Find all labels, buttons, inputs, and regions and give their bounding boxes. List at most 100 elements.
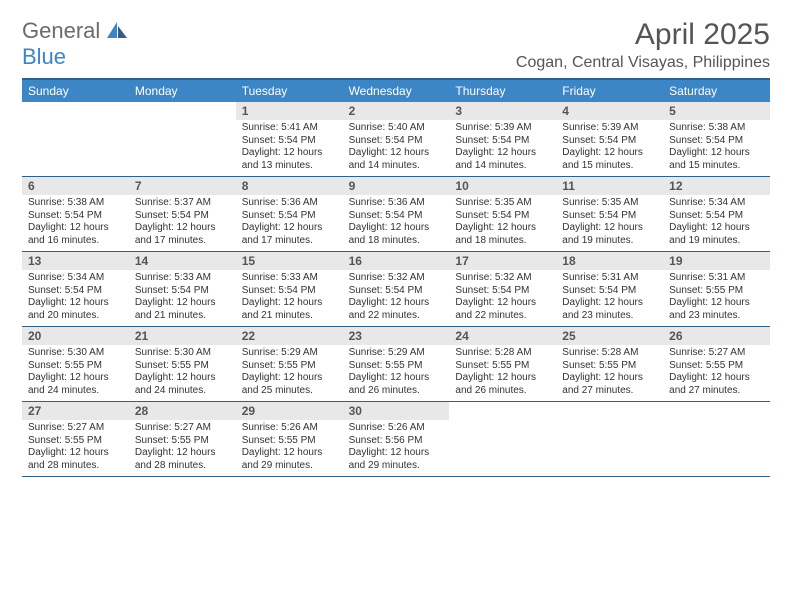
sunset-text: Sunset: 5:55 PM: [28, 360, 123, 373]
sunrise-text: Sunrise: 5:32 AM: [455, 272, 550, 285]
sunrise-text: Sunrise: 5:26 AM: [349, 422, 444, 435]
sunrise-text: Sunrise: 5:34 AM: [28, 272, 123, 285]
sunset-text: Sunset: 5:54 PM: [562, 135, 657, 148]
sunset-text: Sunset: 5:54 PM: [28, 285, 123, 298]
daylight-text-1: Daylight: 12 hours: [562, 222, 657, 235]
sunrise-text: Sunrise: 5:36 AM: [349, 197, 444, 210]
daylight-text-2: and 17 minutes.: [135, 235, 230, 248]
sunset-text: Sunset: 5:54 PM: [242, 135, 337, 148]
daylight-text-1: Daylight: 12 hours: [135, 447, 230, 460]
day-body: Sunrise: 5:32 AMSunset: 5:54 PMDaylight:…: [449, 270, 556, 326]
daylight-text-2: and 28 minutes.: [135, 460, 230, 473]
day-number: 21: [129, 327, 236, 345]
sunrise-text: Sunrise: 5:35 AM: [562, 197, 657, 210]
day-number: 3: [449, 102, 556, 120]
daylight-text-1: Daylight: 12 hours: [455, 372, 550, 385]
calendar-cell: 4Sunrise: 5:39 AMSunset: 5:54 PMDaylight…: [556, 102, 663, 176]
daylight-text-1: Daylight: 12 hours: [135, 297, 230, 310]
location-text: Cogan, Central Visayas, Philippines: [516, 54, 770, 72]
daylight-text-2: and 15 minutes.: [562, 160, 657, 173]
sunset-text: Sunset: 5:54 PM: [28, 210, 123, 223]
day-number: 17: [449, 252, 556, 270]
sunset-text: Sunset: 5:54 PM: [562, 210, 657, 223]
day-body: Sunrise: 5:27 AMSunset: 5:55 PMDaylight:…: [22, 420, 129, 476]
daylight-text-1: Daylight: 12 hours: [669, 222, 764, 235]
day-body: Sunrise: 5:28 AMSunset: 5:55 PMDaylight:…: [556, 345, 663, 401]
calendar-cell: 2Sunrise: 5:40 AMSunset: 5:54 PMDaylight…: [343, 102, 450, 176]
sunrise-text: Sunrise: 5:35 AM: [455, 197, 550, 210]
sunrise-text: Sunrise: 5:30 AM: [135, 347, 230, 360]
daylight-text-2: and 17 minutes.: [242, 235, 337, 248]
sunset-text: Sunset: 5:55 PM: [455, 360, 550, 373]
sunrise-text: Sunrise: 5:31 AM: [669, 272, 764, 285]
sunrise-text: Sunrise: 5:26 AM: [242, 422, 337, 435]
day-number: 15: [236, 252, 343, 270]
day-number: 8: [236, 177, 343, 195]
day-number: 10: [449, 177, 556, 195]
day-body: Sunrise: 5:33 AMSunset: 5:54 PMDaylight:…: [236, 270, 343, 326]
calendar-cell: 3Sunrise: 5:39 AMSunset: 5:54 PMDaylight…: [449, 102, 556, 176]
calendar-cell: 26Sunrise: 5:27 AMSunset: 5:55 PMDayligh…: [663, 327, 770, 401]
calendar-cell: 29Sunrise: 5:26 AMSunset: 5:55 PMDayligh…: [236, 402, 343, 476]
calendar-cell: 6Sunrise: 5:38 AMSunset: 5:54 PMDaylight…: [22, 177, 129, 251]
daylight-text-2: and 24 minutes.: [28, 385, 123, 398]
daylight-text-1: Daylight: 12 hours: [349, 297, 444, 310]
calendar-cell: 17Sunrise: 5:32 AMSunset: 5:54 PMDayligh…: [449, 252, 556, 326]
sunset-text: Sunset: 5:55 PM: [562, 360, 657, 373]
sunrise-text: Sunrise: 5:27 AM: [135, 422, 230, 435]
day-header: Tuesday: [236, 80, 343, 102]
sunset-text: Sunset: 5:56 PM: [349, 435, 444, 448]
day-number: 12: [663, 177, 770, 195]
day-body: Sunrise: 5:38 AMSunset: 5:54 PMDaylight:…: [663, 120, 770, 176]
sunset-text: Sunset: 5:54 PM: [349, 285, 444, 298]
daylight-text-2: and 29 minutes.: [242, 460, 337, 473]
sunset-text: Sunset: 5:54 PM: [135, 285, 230, 298]
sunrise-text: Sunrise: 5:27 AM: [28, 422, 123, 435]
week-row: 1Sunrise: 5:41 AMSunset: 5:54 PMDaylight…: [22, 102, 770, 177]
day-header-row: SundayMondayTuesdayWednesdayThursdayFrid…: [22, 80, 770, 102]
sunrise-text: Sunrise: 5:29 AM: [349, 347, 444, 360]
sunset-text: Sunset: 5:54 PM: [349, 135, 444, 148]
sunrise-text: Sunrise: 5:28 AM: [562, 347, 657, 360]
day-number: 29: [236, 402, 343, 420]
daylight-text-2: and 15 minutes.: [669, 160, 764, 173]
daylight-text-2: and 14 minutes.: [349, 160, 444, 173]
day-number: 16: [343, 252, 450, 270]
sunrise-text: Sunrise: 5:39 AM: [455, 122, 550, 135]
daylight-text-1: Daylight: 12 hours: [242, 447, 337, 460]
daylight-text-1: Daylight: 12 hours: [455, 297, 550, 310]
daylight-text-2: and 16 minutes.: [28, 235, 123, 248]
calendar-cell: 13Sunrise: 5:34 AMSunset: 5:54 PMDayligh…: [22, 252, 129, 326]
day-header: Friday: [556, 80, 663, 102]
calendar-cell: 7Sunrise: 5:37 AMSunset: 5:54 PMDaylight…: [129, 177, 236, 251]
day-body: Sunrise: 5:27 AMSunset: 5:55 PMDaylight:…: [129, 420, 236, 476]
day-number: 14: [129, 252, 236, 270]
day-number: 25: [556, 327, 663, 345]
day-body: Sunrise: 5:26 AMSunset: 5:56 PMDaylight:…: [343, 420, 450, 476]
day-body: Sunrise: 5:34 AMSunset: 5:54 PMDaylight:…: [663, 195, 770, 251]
calendar-cell: 16Sunrise: 5:32 AMSunset: 5:54 PMDayligh…: [343, 252, 450, 326]
calendar-cell: 20Sunrise: 5:30 AMSunset: 5:55 PMDayligh…: [22, 327, 129, 401]
brand-logo: General Blue: [22, 18, 127, 70]
calendar-cell: 19Sunrise: 5:31 AMSunset: 5:55 PMDayligh…: [663, 252, 770, 326]
sunrise-text: Sunrise: 5:37 AM: [135, 197, 230, 210]
day-number: 20: [22, 327, 129, 345]
daylight-text-1: Daylight: 12 hours: [455, 147, 550, 160]
sunrise-text: Sunrise: 5:39 AM: [562, 122, 657, 135]
sunset-text: Sunset: 5:54 PM: [562, 285, 657, 298]
sail-icon: [107, 22, 127, 38]
sunset-text: Sunset: 5:55 PM: [242, 360, 337, 373]
sunset-text: Sunset: 5:54 PM: [669, 210, 764, 223]
calendar-cell: [449, 402, 556, 476]
sunset-text: Sunset: 5:54 PM: [135, 210, 230, 223]
week-row: 13Sunrise: 5:34 AMSunset: 5:54 PMDayligh…: [22, 252, 770, 327]
sunrise-text: Sunrise: 5:33 AM: [242, 272, 337, 285]
day-number: 24: [449, 327, 556, 345]
day-number: 6: [22, 177, 129, 195]
day-body: Sunrise: 5:35 AMSunset: 5:54 PMDaylight:…: [556, 195, 663, 251]
sunset-text: Sunset: 5:54 PM: [669, 135, 764, 148]
day-header: Saturday: [663, 80, 770, 102]
day-body: Sunrise: 5:36 AMSunset: 5:54 PMDaylight:…: [236, 195, 343, 251]
daylight-text-2: and 26 minutes.: [455, 385, 550, 398]
day-body: Sunrise: 5:37 AMSunset: 5:54 PMDaylight:…: [129, 195, 236, 251]
